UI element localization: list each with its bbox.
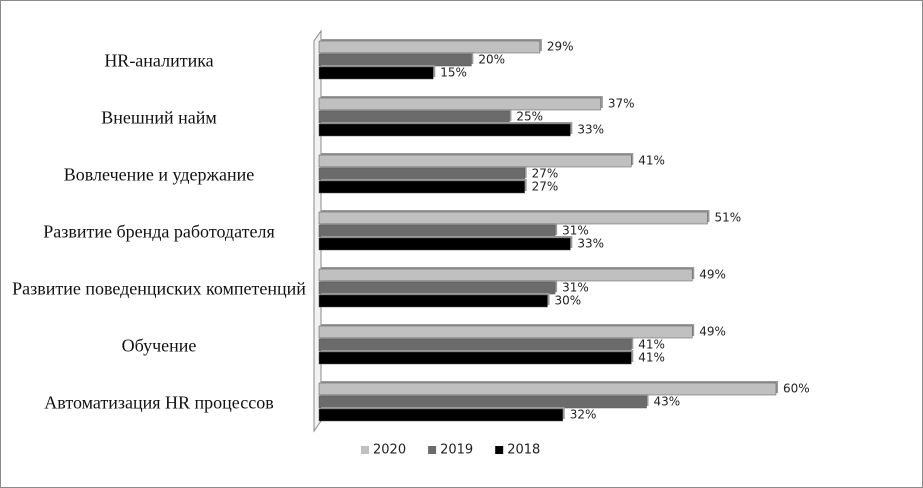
legend-swatch — [495, 446, 504, 454]
value-label: 49% — [699, 325, 726, 339]
bar — [318, 325, 693, 339]
value-label: 37% — [608, 97, 635, 111]
value-label: 41% — [638, 338, 665, 352]
category-label: Автоматизация HR процессов — [44, 392, 274, 412]
legend-swatch — [428, 446, 437, 454]
value-label: 32% — [570, 408, 597, 422]
value-label: 20% — [478, 53, 505, 67]
value-label: 41% — [638, 351, 665, 365]
category-label: Обучение — [121, 335, 197, 355]
bar — [318, 53, 472, 67]
bar — [318, 338, 632, 352]
bar — [318, 395, 647, 409]
value-label: 33% — [577, 237, 604, 251]
bar — [318, 110, 510, 124]
legend-label: 2020 — [373, 443, 406, 458]
value-label: 27% — [532, 180, 559, 194]
category-label: Развитие поведенциских компетенций — [12, 278, 306, 298]
bar — [318, 97, 602, 111]
legend-swatch — [361, 446, 369, 454]
value-label: 30% — [555, 294, 582, 308]
bar — [318, 211, 708, 225]
value-label: 49% — [699, 268, 726, 282]
bar — [318, 294, 548, 308]
bar — [318, 268, 693, 282]
value-label: 33% — [577, 123, 604, 137]
category-label: Вовлечение и удержание — [63, 164, 255, 184]
legend-label: 2019 — [440, 443, 473, 458]
bar — [318, 237, 571, 251]
bar — [318, 66, 434, 80]
value-label: 15% — [440, 66, 467, 80]
category-label: Развитие бренда работодателя — [43, 221, 275, 241]
bar — [318, 40, 541, 54]
value-label: 25% — [516, 110, 543, 124]
value-label: 31% — [562, 281, 589, 295]
legend-label: 2018 — [507, 443, 540, 458]
value-label: 27% — [532, 167, 559, 181]
bar — [318, 224, 556, 238]
value-label: 31% — [562, 224, 589, 238]
bar — [318, 180, 525, 194]
value-label: 41% — [638, 154, 665, 168]
category-label: Внешний найм — [101, 107, 217, 127]
bar — [318, 167, 525, 181]
category-label: HR-аналитика — [104, 50, 214, 70]
bar — [318, 154, 632, 168]
bar — [318, 382, 777, 396]
value-label: 60% — [783, 382, 810, 396]
value-label: 51% — [714, 211, 741, 225]
value-label: 29% — [547, 40, 574, 54]
bar — [318, 123, 571, 137]
value-label: 43% — [654, 395, 681, 409]
bar — [318, 351, 632, 365]
bar — [318, 408, 563, 422]
bar — [318, 281, 556, 295]
